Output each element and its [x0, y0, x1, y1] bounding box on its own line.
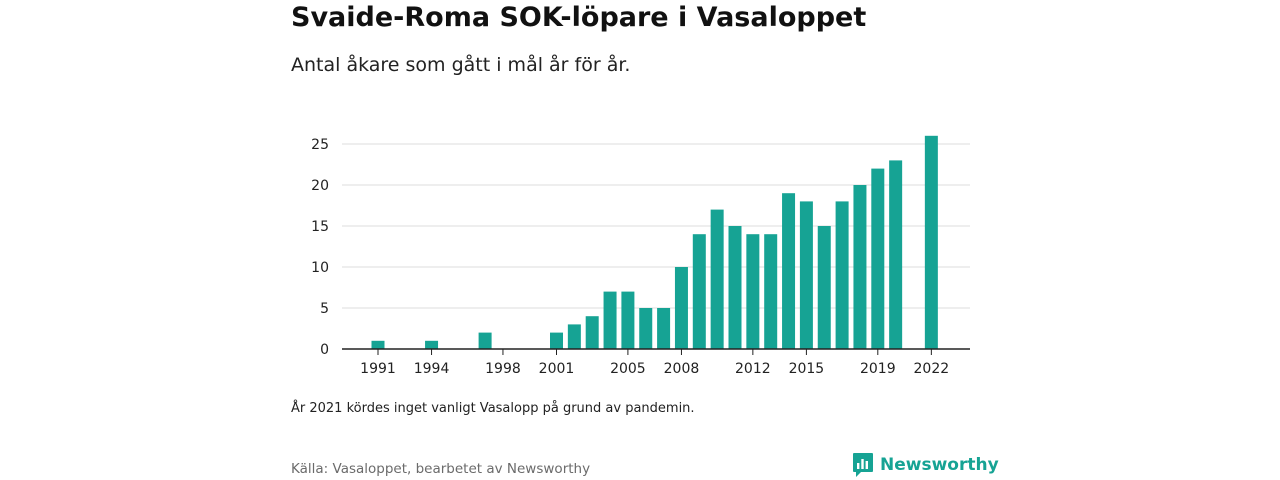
- bar-2003: [585, 316, 599, 349]
- bar-2010: [710, 209, 724, 349]
- y-tick-label: 15: [311, 219, 329, 235]
- bar-2001: [550, 332, 563, 349]
- bar-2004: [603, 291, 617, 349]
- bar-2019: [871, 168, 885, 349]
- bar-1997: [478, 332, 492, 349]
- x-tick-label: 1994: [414, 361, 450, 377]
- chart-subtitle: Antal åkare som gått i mål år för år.: [291, 54, 631, 76]
- x-tick-label: 2019: [860, 361, 896, 377]
- bar-2016: [817, 226, 831, 349]
- bar-2015: [799, 201, 813, 349]
- y-tick-label: 20: [311, 178, 329, 194]
- bar-2011: [728, 226, 742, 349]
- bar-1994: [425, 340, 439, 349]
- y-tick-label: 10: [311, 260, 329, 276]
- x-tick-label: 2022: [914, 361, 950, 377]
- x-tick-label: 2001: [539, 361, 575, 377]
- bar-2005: [621, 291, 635, 349]
- bar-2012: [746, 234, 760, 349]
- logo-text: Newsworthy: [880, 455, 999, 475]
- bar-2008: [674, 267, 688, 349]
- source-text: Källa: Vasaloppet, bearbetet av Newswort…: [291, 461, 591, 477]
- y-tick-label: 0: [320, 342, 329, 358]
- bar-2006: [639, 308, 653, 349]
- bar-2009: [692, 234, 706, 349]
- bars: [371, 135, 938, 349]
- bar-chart: 0 5 10 15 20 25 1991 1994 1998 2001 2005 2008 2012 20…: [311, 135, 970, 377]
- x-tick-label: 1991: [360, 361, 396, 377]
- x-tick-label: 2012: [735, 361, 771, 377]
- x-tick-label: 2015: [789, 361, 825, 377]
- y-tick-label: 25: [311, 137, 329, 153]
- newsworthy-logo[interactable]: Newsworthy: [852, 452, 999, 478]
- x-tick-label: 2008: [664, 361, 700, 377]
- x-tick-label: 1998: [485, 361, 521, 377]
- bar-2013: [764, 234, 778, 349]
- axes: 0 5 10 15 20 25 1991 1994 1998 2001 2005 2008 2012 20…: [311, 137, 970, 377]
- bar-2007: [657, 308, 671, 349]
- bar-2022: [924, 135, 938, 349]
- bar-2002: [567, 324, 581, 349]
- chart-title: Svaide-Roma SOK-löpare i Vasaloppet: [291, 2, 867, 33]
- x-tick-label: 2005: [610, 361, 646, 377]
- bar-2017: [835, 201, 849, 349]
- bar-2020: [889, 160, 903, 349]
- newsworthy-logo-icon: [853, 453, 873, 477]
- bar-1991: [371, 340, 385, 349]
- bar-2014: [782, 193, 796, 349]
- y-tick-label: 5: [320, 301, 329, 317]
- chart-note: År 2021 kördes inget vanligt Vasalopp på…: [291, 401, 695, 416]
- bar-2018: [853, 185, 867, 349]
